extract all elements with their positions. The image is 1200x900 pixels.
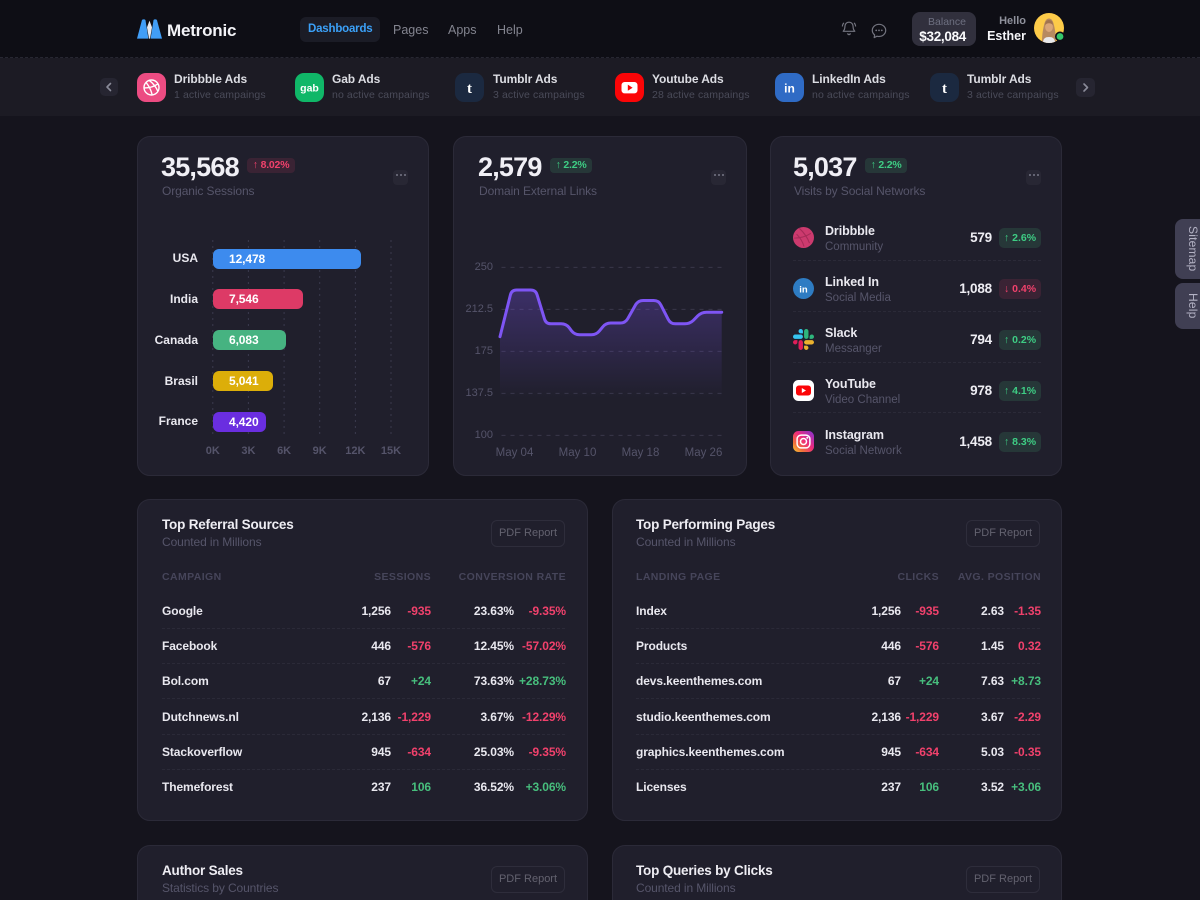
svg-text:t: t [942,81,947,97]
svg-text:gab: gab [300,83,319,95]
svg-text:in: in [799,284,808,295]
svg-text:t: t [467,81,472,97]
svg-text:in: in [784,82,795,96]
